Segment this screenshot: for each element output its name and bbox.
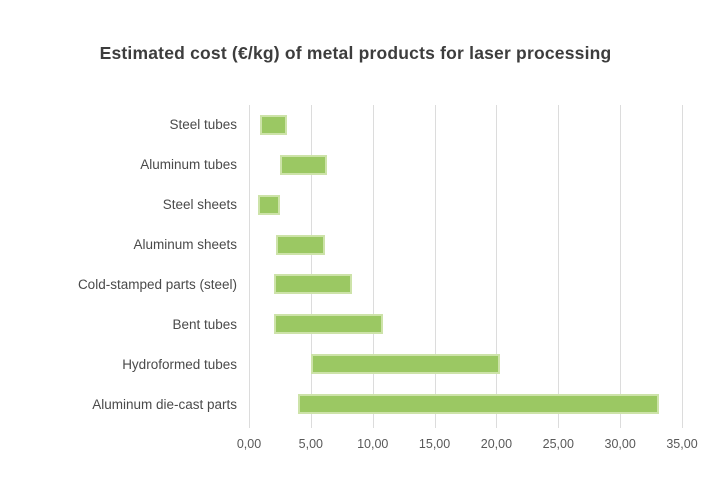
x-tick-label: 25,00: [542, 437, 574, 451]
gridline: [372, 105, 374, 428]
gridline: [434, 105, 436, 428]
gridline: [682, 105, 683, 428]
x-tick-label: 20,00: [480, 437, 513, 451]
category-axis: Steel tubes Aluminum tubes Steel sheets Alu…: [0, 105, 237, 424]
category-label: Aluminum die-cast parts: [92, 396, 237, 412]
category-label: Bent tubes: [172, 316, 237, 332]
plot-area: [249, 105, 683, 428]
x-tick-label: 30,00: [604, 437, 636, 451]
bar-aluminum-sheets: [276, 234, 325, 255]
category-label: Hydroformed tubes: [122, 356, 237, 372]
category-label: Cold-stamped parts (steel): [77, 276, 237, 292]
gridline: [310, 105, 312, 428]
bar-bent-tubes: [273, 314, 383, 335]
bar-cold-stamped-parts-steel-: [273, 274, 352, 295]
x-axis-labels: 0,00 5,00 10,00 15,00 20,00 25,00 30,00 35,00: [237, 435, 698, 453]
x-tick-label: 5,00: [298, 437, 324, 451]
gridline: [496, 105, 498, 428]
category-label: Aluminum sheets: [133, 237, 237, 253]
bar-hydroformed-tubes: [310, 354, 501, 375]
x-tick-label: 0,00: [236, 437, 262, 451]
category-label: Aluminum tubes: [140, 157, 237, 173]
gridline: [249, 105, 250, 428]
bar-aluminum-die-cast-parts: [298, 394, 659, 415]
category-label: Steel sheets: [162, 197, 237, 213]
gridline: [620, 105, 622, 428]
chart-title: Estimated cost (€/kg) of metal products …: [99, 43, 612, 63]
bar-steel-tubes: [260, 114, 287, 135]
x-tick-label: 35,00: [666, 437, 698, 451]
x-tick-label: 15,00: [418, 437, 451, 451]
category-label: Steel tubes: [169, 117, 237, 133]
bar-steel-sheets: [257, 194, 281, 215]
bar-aluminum-tubes: [279, 154, 328, 175]
x-tick-label: 10,00: [357, 437, 389, 451]
gridline: [558, 105, 560, 428]
